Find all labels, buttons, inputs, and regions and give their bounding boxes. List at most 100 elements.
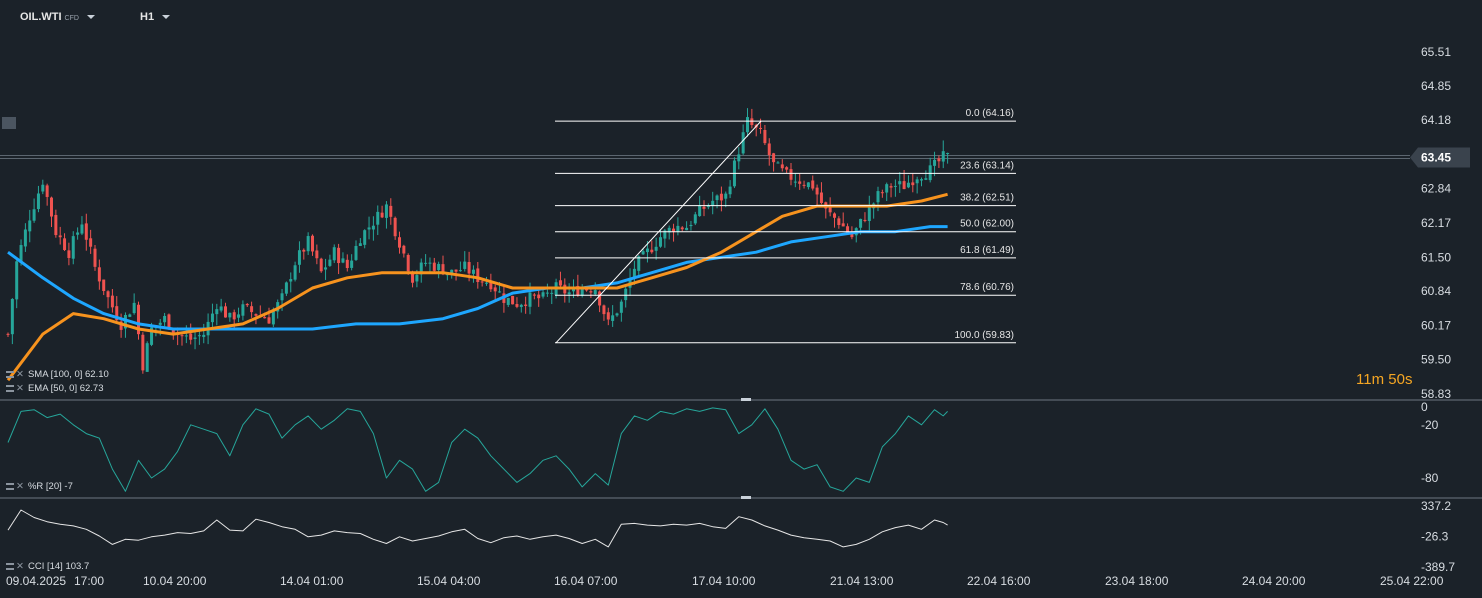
settings-icon[interactable] bbox=[6, 482, 14, 490]
candle-body bbox=[306, 236, 310, 252]
candle-body bbox=[210, 313, 214, 323]
candle-body bbox=[719, 193, 723, 201]
candle-body bbox=[19, 245, 23, 264]
candle-body bbox=[867, 206, 871, 222]
candle-body bbox=[615, 313, 619, 316]
candle-body bbox=[280, 293, 284, 301]
settings-icon[interactable] bbox=[6, 384, 14, 392]
candle-body bbox=[297, 250, 301, 265]
candle-body bbox=[398, 237, 401, 248]
candle-body bbox=[476, 268, 480, 283]
candle-body bbox=[485, 282, 488, 284]
candle-body bbox=[145, 343, 149, 372]
candle-body bbox=[311, 235, 314, 252]
drawing-handle[interactable] bbox=[2, 117, 16, 129]
candle-countdown: 11m 50s bbox=[1356, 371, 1412, 388]
settings-icon[interactable] bbox=[6, 370, 14, 378]
cci-axis-tick: -389.7 bbox=[1421, 560, 1455, 574]
candle-body bbox=[67, 250, 71, 258]
timeframe-selector[interactable]: H1 bbox=[140, 11, 171, 23]
candle-body bbox=[680, 227, 684, 230]
sma-line bbox=[7, 225, 948, 331]
candle-body bbox=[558, 280, 562, 286]
candle-body bbox=[224, 306, 227, 318]
candle-body bbox=[380, 212, 384, 218]
chevron-down-icon bbox=[86, 15, 95, 20]
countdown-s-label: s bbox=[1404, 371, 1413, 388]
current-price-label: 63.45 bbox=[1421, 150, 1451, 164]
candle-body bbox=[432, 262, 436, 271]
candle-body bbox=[593, 290, 597, 295]
candle-body bbox=[902, 181, 906, 190]
candle-body bbox=[532, 294, 536, 296]
price-axis-tick: 65.51 bbox=[1421, 45, 1451, 59]
wr-axis-tick: -20 bbox=[1421, 418, 1439, 432]
price-axis-tick: 62.17 bbox=[1421, 216, 1451, 230]
candle-body bbox=[237, 314, 241, 318]
candle-body bbox=[250, 306, 254, 313]
candle-body bbox=[772, 153, 776, 163]
close-icon[interactable]: ✕ bbox=[16, 383, 24, 394]
candle-body bbox=[511, 295, 515, 305]
candle-body bbox=[606, 312, 610, 320]
cci-axis-tick: 337.2 bbox=[1421, 499, 1451, 513]
cci-line bbox=[7, 509, 948, 548]
candle-body bbox=[650, 249, 654, 253]
candle-body bbox=[589, 291, 593, 293]
candle-body bbox=[354, 245, 358, 260]
close-icon[interactable]: ✕ bbox=[16, 369, 24, 380]
candle-body bbox=[76, 232, 80, 235]
ema-line bbox=[6, 192, 948, 382]
candle-body bbox=[632, 268, 636, 277]
candle-body bbox=[463, 261, 467, 269]
candle-body bbox=[110, 295, 114, 308]
cci-legend[interactable]: ✕ CCI [14] 103.7 bbox=[6, 561, 89, 572]
candle-body bbox=[789, 169, 793, 180]
candle-body bbox=[946, 152, 950, 154]
fib-level-label: 78.6 (60.76) bbox=[960, 282, 1014, 293]
close-icon[interactable]: ✕ bbox=[16, 481, 24, 492]
candle-body bbox=[528, 292, 532, 307]
sma-legend[interactable]: ✕ SMA [100, 0] 62.10 bbox=[6, 369, 109, 380]
candle-body bbox=[458, 270, 462, 272]
candle-body bbox=[493, 287, 497, 292]
candle-body bbox=[32, 209, 36, 221]
candle-body bbox=[798, 181, 802, 184]
candle-body bbox=[184, 335, 188, 337]
candle-body bbox=[171, 330, 175, 333]
candle-body bbox=[663, 230, 667, 239]
time-axis-tick: 24.04 20:00 bbox=[1242, 574, 1306, 588]
candle-body bbox=[676, 225, 680, 232]
time-axis-tick: 21.04 13:00 bbox=[830, 574, 894, 588]
candle-body bbox=[384, 204, 388, 218]
candle-body bbox=[806, 182, 810, 188]
candle-body bbox=[406, 254, 410, 272]
candles bbox=[6, 108, 950, 374]
candle-body bbox=[850, 232, 854, 238]
candle-body bbox=[197, 335, 201, 337]
close-icon[interactable]: ✕ bbox=[16, 561, 24, 572]
ema-legend[interactable]: ✕ EMA [50, 0] 62.73 bbox=[6, 383, 104, 394]
time-axis-tick: 15.04 04:00 bbox=[417, 574, 481, 588]
candle-body bbox=[441, 264, 445, 275]
symbol-selector[interactable]: OIL.WTI CFD bbox=[20, 11, 95, 23]
fib-level-label: 23.6 (63.14) bbox=[960, 160, 1014, 171]
candle-body bbox=[267, 317, 271, 324]
wr-legend[interactable]: ✕ %R [20] -7 bbox=[6, 481, 73, 492]
candle-body bbox=[376, 211, 380, 225]
candle-body bbox=[228, 312, 232, 318]
time-axis-tick: 14.04 01:00 bbox=[280, 574, 344, 588]
candle-body bbox=[737, 154, 741, 162]
candle-body bbox=[750, 118, 754, 126]
candle-body bbox=[602, 305, 606, 315]
candle-body bbox=[454, 269, 458, 272]
candle-body bbox=[411, 271, 415, 283]
candle-body bbox=[106, 291, 110, 298]
settings-icon[interactable] bbox=[6, 562, 14, 570]
candle-body bbox=[180, 335, 184, 337]
price-axis-tick: 61.50 bbox=[1421, 250, 1451, 264]
countdown-seconds: 50 bbox=[1388, 371, 1405, 388]
candle-body bbox=[793, 181, 797, 183]
candle-body bbox=[393, 217, 397, 237]
